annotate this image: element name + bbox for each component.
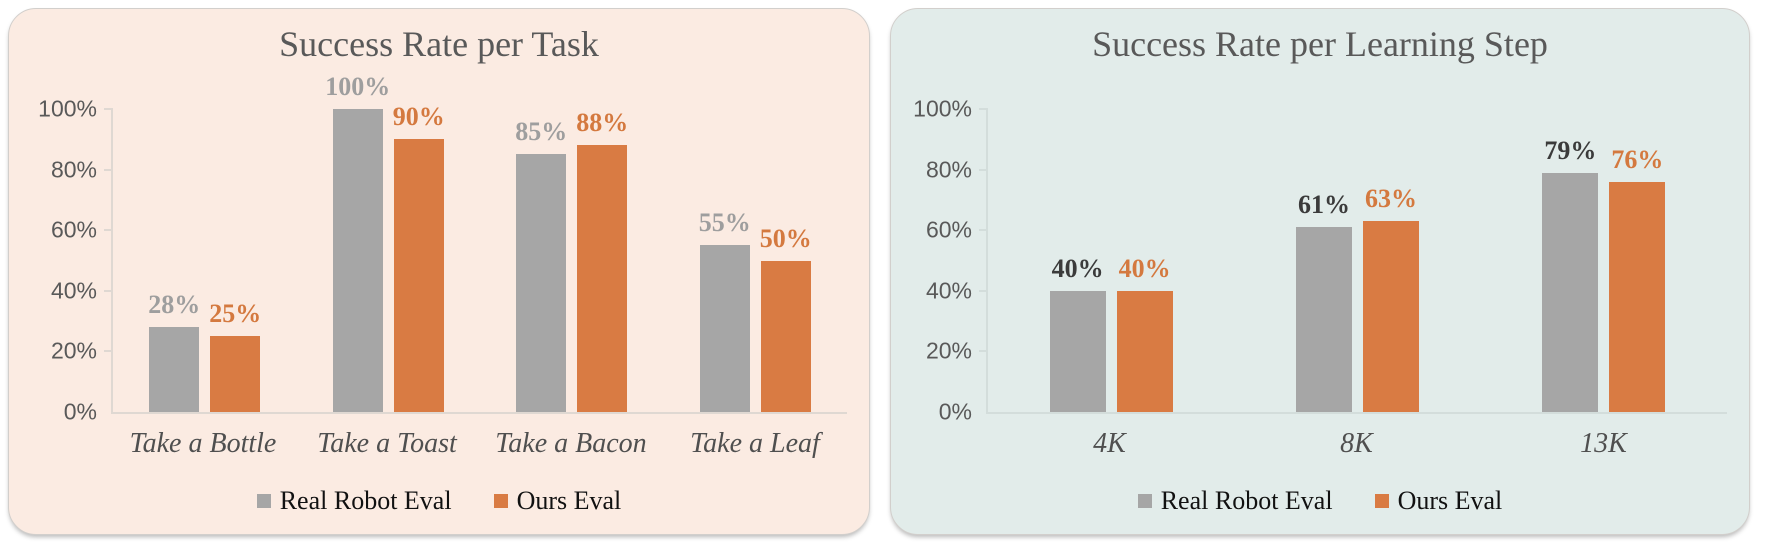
bar-ours-eval: 25% [209, 299, 261, 412]
bar-pair: 85% 88% [515, 108, 628, 412]
bar-pair: 40% 40% [1049, 109, 1173, 412]
legend-item-real-robot-eval: Real Robot Eval [1137, 486, 1333, 516]
bar-value-label: 85% [515, 117, 568, 147]
bar-value-label: 100% [325, 72, 391, 101]
x-axis-category-label: Take a Leaf [690, 428, 820, 459]
x-axis-category-row: Take a Bottle Take a Toast Take a Bacon Tak… [111, 428, 847, 460]
y-axis-tick-label: 60% [50, 216, 97, 243]
plot-area: 0% 20% 40% 60% 80% 100% 40% 40% 61% 63% 79% 76% [913, 96, 1727, 425]
x-axis-category-label: Take a Toast [317, 428, 457, 459]
x-axis-category-row: 4K 8K 13K [986, 428, 1727, 460]
y-axis-tick-label: 0% [63, 398, 97, 425]
legend-item-real-robot-eval: Real Robot Eval [256, 486, 452, 516]
x-axis-category-label: 13K [1580, 428, 1627, 459]
chart-legend: Real Robot Eval Ours Eval [9, 486, 869, 516]
bar-group: 61% 63% [1234, 109, 1480, 412]
bar-groups: 40% 40% 61% 63% 79% 76% [988, 109, 1727, 412]
bar-group: 55% 50% [664, 109, 848, 412]
bar-ours-eval: 40% [1116, 254, 1173, 412]
bar-real-robot-eval: 61% [1295, 190, 1352, 412]
bar-value-label: 88% [576, 108, 629, 138]
chart-card-success-rate-per-learning-step: Success Rate per Learning Step 0% 20% 40% 6… [890, 8, 1750, 535]
y-axis-tick-label: 100% [913, 95, 972, 122]
legend-label: Real Robot Eval [1160, 486, 1333, 515]
x-axis-category-label: Take a Bacon [495, 428, 647, 459]
x-axis-category-label: Take a Bottle [129, 428, 277, 459]
bar-ours-eval: 90% [393, 102, 445, 412]
chart-legend: Real Robot Eval Ours Eval [891, 486, 1749, 516]
y-axis-tick [979, 168, 988, 171]
chart-title: Success Rate per Task [279, 24, 599, 64]
bar-value-label: 40% [1118, 253, 1171, 283]
y-axis-tick [104, 289, 113, 292]
bar-value-label: 90% [392, 102, 445, 132]
bar-value-label: 28% [148, 290, 201, 320]
chart-card-success-rate-per-task: Success Rate per Task 0% 20% 40% 60% 80% 100%… [8, 8, 870, 535]
bar-group: 79% 76% [1481, 109, 1727, 412]
y-axis-tick [979, 350, 988, 353]
bar-pair: 55% 50% [699, 109, 812, 412]
bar-pair: 79% 76% [1542, 109, 1666, 412]
y-axis-tick-label: 80% [925, 156, 972, 183]
bar-value-label: 50% [759, 223, 812, 253]
bar-value-label: 79% [1544, 135, 1597, 165]
bar-value-label: 25% [209, 299, 262, 329]
legend-label: Real Robot Eval [279, 486, 452, 515]
legend-label: Ours Eval [516, 486, 622, 515]
y-axis-tick-label: 20% [50, 337, 97, 364]
chart-title: Success Rate per Learning Step [1092, 24, 1548, 64]
bar-real-robot-eval: 40% [1049, 254, 1106, 412]
bar-group: 28% 25% [113, 109, 297, 412]
bar-value-label: 76% [1611, 144, 1664, 174]
plot-area: 0% 20% 40% 60% 80% 100% 28% 25% 100% 90% 85% 88% 55%… [38, 72, 848, 425]
y-axis-tick-label: 100% [38, 95, 97, 122]
y-axis-tick-label: 40% [50, 277, 97, 304]
bar-groups: 28% 25% 100% 90% 85% 88% 55% 50% [113, 72, 848, 412]
legend-label: Ours Eval [1397, 486, 1503, 515]
bar-real-robot-eval: 100% [325, 72, 390, 412]
y-axis-tick [979, 289, 988, 292]
legend-swatch-ours-eval [493, 494, 508, 508]
bar-real-robot-eval: 79% [1542, 136, 1599, 412]
legend-item-ours-eval: Ours Eval [1374, 486, 1503, 516]
bar-group: 100% 90% [297, 72, 481, 412]
bar-real-robot-eval: 28% [148, 290, 200, 412]
legend-swatch-real-robot-eval [256, 494, 271, 508]
bar-value-label: 55% [698, 208, 751, 238]
bar-pair: 61% 63% [1295, 109, 1419, 412]
y-axis-tick-label: 80% [50, 156, 97, 183]
y-axis-tick-label: 60% [925, 216, 972, 243]
y-axis-tick-label: 40% [925, 277, 972, 304]
bar-value-label: 63% [1364, 184, 1417, 214]
bar-real-robot-eval: 85% [515, 117, 567, 412]
bar-pair: 100% 90% [325, 72, 445, 412]
bar-ours-eval: 63% [1362, 184, 1419, 412]
y-axis-tick [104, 108, 113, 110]
y-axis-tick [104, 350, 113, 353]
y-axis-tick [979, 229, 988, 232]
bar-value-label: 40% [1051, 253, 1104, 283]
bar-ours-eval: 76% [1609, 145, 1666, 412]
y-axis-tick-label: 20% [925, 337, 972, 364]
legend-swatch-real-robot-eval [1137, 494, 1152, 508]
bar-pair: 28% 25% [148, 109, 261, 412]
legend-item-ours-eval: Ours Eval [493, 486, 622, 516]
y-axis-tick [979, 108, 988, 110]
bar-group: 85% 88% [480, 108, 664, 412]
x-axis-category-label: 8K [1340, 428, 1373, 459]
legend-swatch-ours-eval [1374, 494, 1389, 508]
bar-ours-eval: 50% [760, 224, 812, 412]
y-axis-tick [104, 168, 113, 171]
bar-ours-eval: 88% [576, 108, 628, 412]
y-axis-tick [104, 229, 113, 232]
bar-group: 40% 40% [988, 109, 1234, 412]
x-axis-category-label: 4K [1093, 428, 1126, 459]
bar-value-label: 61% [1297, 190, 1350, 220]
bar-real-robot-eval: 55% [699, 208, 751, 412]
y-axis-tick-label: 0% [938, 398, 972, 425]
